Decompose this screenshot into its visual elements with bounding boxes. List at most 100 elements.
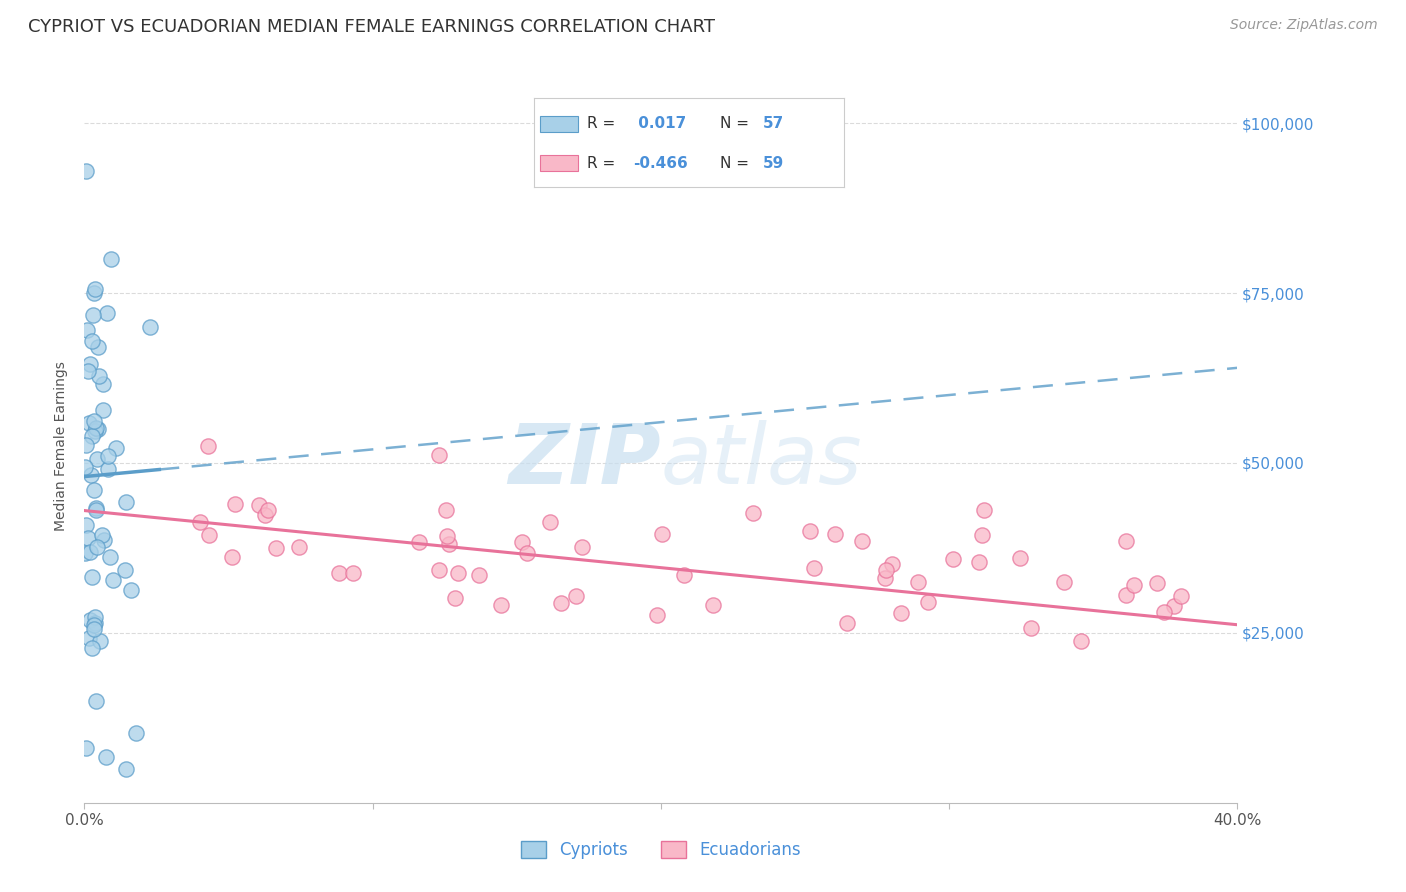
Point — [1146, 576, 1168, 591]
Point — [101, 573, 124, 587]
Point — [125, 726, 148, 740]
Point — [77, 417, 100, 431]
Point — [288, 541, 311, 555]
Point — [90, 528, 112, 542]
Point — [100, 252, 122, 266]
Point — [880, 557, 903, 571]
Point — [79, 357, 101, 371]
Point — [444, 591, 467, 606]
Point — [875, 572, 897, 586]
Point — [83, 615, 105, 630]
Point — [427, 449, 450, 463]
Point — [76, 364, 98, 378]
Point — [468, 567, 491, 582]
Point — [1019, 621, 1042, 635]
Point — [538, 515, 561, 529]
Bar — [540, 155, 578, 171]
Bar — [540, 116, 578, 132]
Point — [436, 528, 458, 542]
Point — [96, 306, 118, 320]
Point — [97, 462, 120, 476]
Point — [489, 599, 512, 613]
Point — [79, 545, 101, 559]
Point — [1153, 605, 1175, 619]
Point — [257, 503, 280, 517]
Point — [342, 566, 364, 580]
Text: N =: N = — [720, 156, 749, 170]
Point — [516, 546, 538, 560]
Point — [917, 595, 939, 609]
Point — [907, 575, 929, 590]
Text: CYPRIOT VS ECUADORIAN MEDIAN FEMALE EARNINGS CORRELATION CHART: CYPRIOT VS ECUADORIAN MEDIAN FEMALE EARN… — [28, 18, 716, 36]
Point — [970, 527, 993, 541]
Point — [114, 762, 136, 776]
Point — [672, 568, 695, 582]
Point — [82, 308, 104, 322]
Point — [80, 468, 103, 483]
Point — [942, 552, 965, 566]
Point — [76, 323, 98, 337]
Point — [91, 403, 114, 417]
Point — [75, 741, 97, 756]
Point — [87, 341, 110, 355]
Point — [104, 441, 127, 455]
Point — [77, 631, 100, 645]
Point — [1008, 550, 1031, 565]
Point — [1170, 589, 1192, 603]
Point — [247, 498, 270, 512]
Point — [197, 439, 219, 453]
Point — [86, 451, 108, 466]
Point — [824, 526, 846, 541]
Point — [87, 368, 110, 383]
Point — [702, 598, 724, 612]
Point — [1115, 534, 1137, 549]
Point — [1163, 599, 1185, 613]
Text: -0.466: -0.466 — [633, 156, 688, 170]
Point — [82, 428, 104, 442]
Point — [1070, 634, 1092, 648]
Point — [434, 502, 457, 516]
Point — [264, 541, 287, 555]
Point — [75, 163, 97, 178]
Point — [79, 613, 101, 627]
Point — [328, 566, 350, 580]
Point — [86, 500, 108, 515]
Point — [408, 535, 430, 549]
Point — [429, 563, 451, 577]
Text: ZIP: ZIP — [508, 420, 661, 500]
Point — [967, 555, 990, 569]
Point — [651, 526, 673, 541]
Point — [114, 563, 136, 577]
Point — [437, 537, 460, 551]
Y-axis label: Median Female Earnings: Median Female Earnings — [55, 361, 69, 531]
Text: 59: 59 — [763, 156, 785, 170]
Point — [93, 376, 115, 391]
Point — [75, 437, 97, 451]
Point — [96, 750, 118, 764]
Point — [89, 633, 111, 648]
Point — [84, 424, 107, 438]
Point — [93, 533, 115, 547]
Point — [1115, 588, 1137, 602]
Point — [1053, 575, 1076, 590]
Point — [83, 622, 105, 636]
Point — [550, 596, 572, 610]
Text: N =: N = — [720, 117, 749, 131]
Legend: Cypriots, Ecuadorians: Cypriots, Ecuadorians — [515, 834, 807, 866]
Point — [571, 541, 593, 555]
Point — [741, 506, 763, 520]
Point — [803, 561, 825, 575]
Text: Source: ZipAtlas.com: Source: ZipAtlas.com — [1230, 18, 1378, 32]
Text: atlas: atlas — [661, 420, 862, 500]
Point — [73, 460, 96, 475]
Point — [80, 640, 103, 655]
Point — [890, 606, 912, 620]
Point — [83, 483, 105, 498]
Point — [86, 694, 108, 708]
Point — [851, 533, 873, 548]
Point — [83, 286, 105, 301]
Point — [77, 531, 100, 545]
Point — [835, 616, 858, 631]
Text: 0.017: 0.017 — [633, 117, 686, 131]
Point — [254, 508, 277, 522]
